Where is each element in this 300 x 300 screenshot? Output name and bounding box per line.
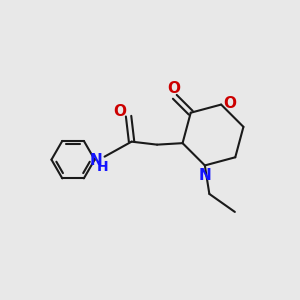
Text: N: N	[90, 153, 103, 168]
Text: O: O	[223, 96, 236, 111]
Text: N: N	[199, 167, 211, 182]
Text: O: O	[114, 104, 127, 119]
Text: O: O	[167, 81, 180, 96]
Text: H: H	[97, 160, 109, 175]
